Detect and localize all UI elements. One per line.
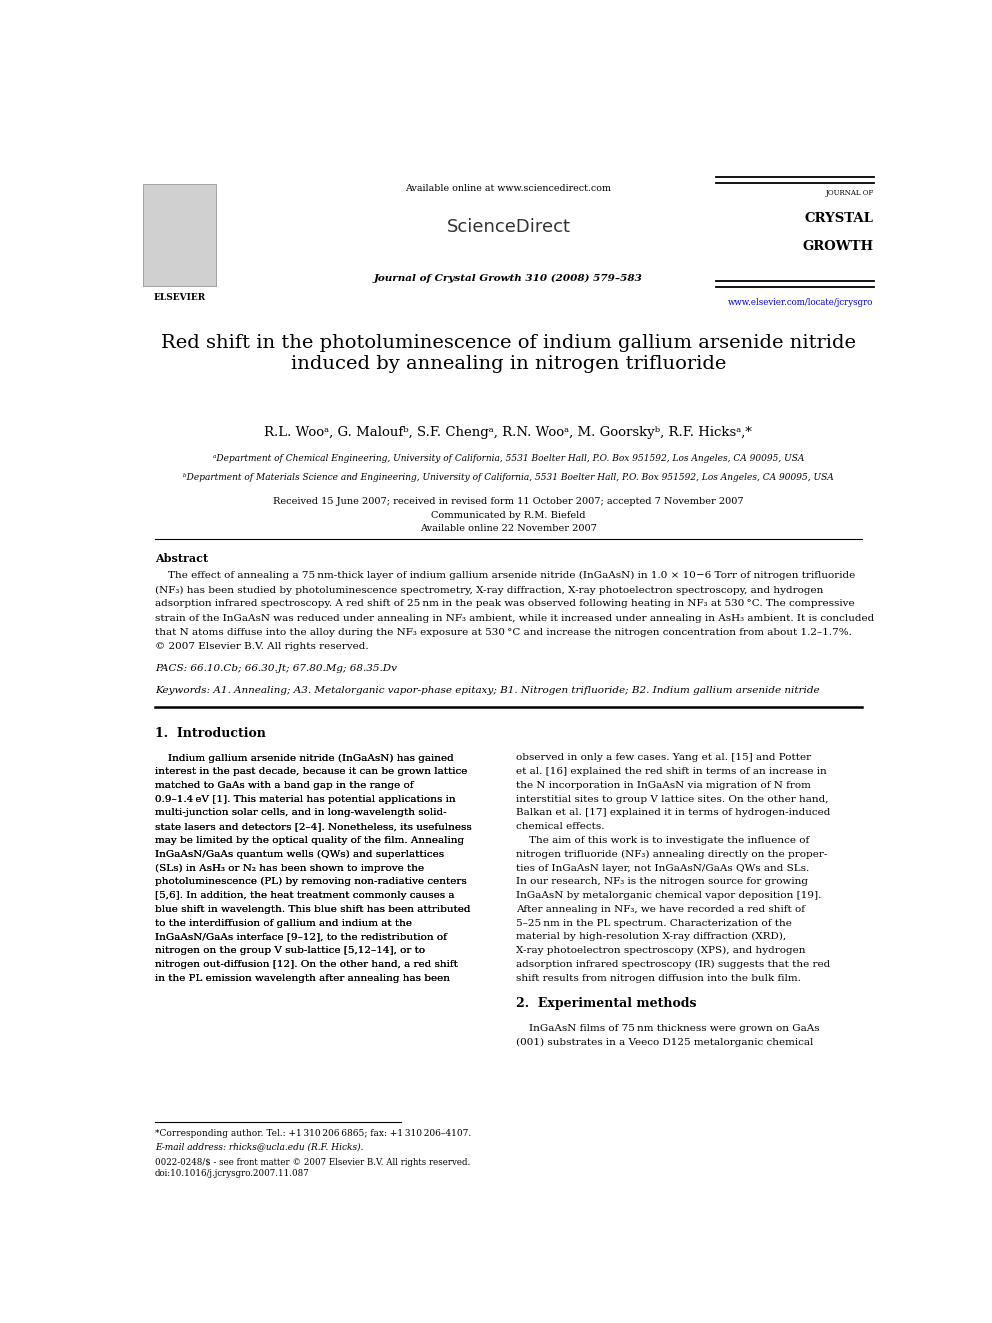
Text: multi-junction solar cells, and in long-wavelength solid-: multi-junction solar cells, and in long-… <box>155 808 446 818</box>
FancyBboxPatch shape <box>143 184 216 286</box>
Text: state lasers and detectors [2–4]. Nonetheless, its usefulness: state lasers and detectors [2–4]. Noneth… <box>155 823 471 831</box>
Text: After annealing in NF₃, we have recorded a red shift of: After annealing in NF₃, we have recorded… <box>516 905 806 914</box>
Text: Red shift in the photoluminescence of indium gallium arsenide nitride
induced by: Red shift in the photoluminescence of in… <box>161 333 856 373</box>
Text: 0.9–1.4 eV [1]. This material has potential applications in: 0.9–1.4 eV [1]. This material has potent… <box>155 795 455 804</box>
Text: ELSEVIER: ELSEVIER <box>154 294 205 302</box>
Text: [5,6]. In addition, the heat treatment commonly causes a: [5,6]. In addition, the heat treatment c… <box>155 890 454 900</box>
Text: the N incorporation in InGaAsN via migration of N from: the N incorporation in InGaAsN via migra… <box>516 781 811 790</box>
Text: InGaAsN by metalorganic chemical vapor deposition [19].: InGaAsN by metalorganic chemical vapor d… <box>516 890 821 900</box>
Text: The aim of this work is to investigate the influence of: The aim of this work is to investigate t… <box>516 836 809 845</box>
Text: © 2007 Elsevier B.V. All rights reserved.: © 2007 Elsevier B.V. All rights reserved… <box>155 642 368 651</box>
Text: (001) substrates in a Veeco D125 metalorganic chemical: (001) substrates in a Veeco D125 metalor… <box>516 1037 813 1046</box>
Text: E-mail address: rhicks@ucla.edu (R.F. Hicks).: E-mail address: rhicks@ucla.edu (R.F. Hi… <box>155 1142 363 1151</box>
Text: to the interdiffusion of gallium and indium at the: to the interdiffusion of gallium and ind… <box>155 918 412 927</box>
Text: doi:10.1016/j.jcrysgro.2007.11.087: doi:10.1016/j.jcrysgro.2007.11.087 <box>155 1170 310 1179</box>
Text: 0022-0248/$ - see front matter © 2007 Elsevier B.V. All rights reserved.: 0022-0248/$ - see front matter © 2007 El… <box>155 1158 470 1167</box>
Text: 5–25 nm in the PL spectrum. Characterization of the: 5–25 nm in the PL spectrum. Characteriza… <box>516 918 792 927</box>
Text: ᵇDepartment of Materials Science and Engineering, University of California, 5531: ᵇDepartment of Materials Science and Eng… <box>184 472 833 482</box>
Text: adsorption infrared spectroscopy. A red shift of 25 nm in the peak was observed : adsorption infrared spectroscopy. A red … <box>155 599 854 609</box>
Text: et al. [16] explained the red shift in terms of an increase in: et al. [16] explained the red shift in t… <box>516 767 827 777</box>
Text: photoluminescence (PL) by removing non-radiative centers: photoluminescence (PL) by removing non-r… <box>155 877 466 886</box>
Text: chemical effects.: chemical effects. <box>516 823 604 831</box>
Text: ties of InGaAsN layer, not InGaAsN/GaAs QWs and SLs.: ties of InGaAsN layer, not InGaAsN/GaAs … <box>516 864 809 872</box>
Text: R.L. Wooᵃ, G. Maloufᵇ, S.F. Chengᵃ, R.N. Wooᵃ, M. Goorskyᵇ, R.F. Hicksᵃ,*: R.L. Wooᵃ, G. Maloufᵇ, S.F. Chengᵃ, R.N.… <box>265 426 752 439</box>
Text: ScienceDirect: ScienceDirect <box>446 218 570 235</box>
Text: may be limited by the optical quality of the film. Annealing: may be limited by the optical quality of… <box>155 836 464 845</box>
Text: 1.  Introduction: 1. Introduction <box>155 728 266 740</box>
Text: *Corresponding author. Tel.: +1 310 206 6865; fax: +1 310 206–4107.: *Corresponding author. Tel.: +1 310 206 … <box>155 1129 471 1138</box>
Text: Abstract: Abstract <box>155 553 208 564</box>
Text: in the PL emission wavelength after annealing has been: in the PL emission wavelength after anne… <box>155 974 449 983</box>
Text: PACS: 66.10.Cb; 66.30.Jt; 67.80.Mg; 68.35.Dv: PACS: 66.10.Cb; 66.30.Jt; 67.80.Mg; 68.3… <box>155 664 397 673</box>
Text: InGaAsN/GaAs interface [9–12], to the redistribution of: InGaAsN/GaAs interface [9–12], to the re… <box>155 933 446 941</box>
Text: state lasers and detectors [2–4]. Nonetheless, its usefulness: state lasers and detectors [2–4]. Noneth… <box>155 823 471 831</box>
Text: multi-junction solar cells, and in long-wavelength solid-: multi-junction solar cells, and in long-… <box>155 808 446 818</box>
Text: nitrogen trifluoride (NF₃) annealing directly on the proper-: nitrogen trifluoride (NF₃) annealing dir… <box>516 849 827 859</box>
Text: InGaAsN/GaAs interface [9–12], to the redistribution of: InGaAsN/GaAs interface [9–12], to the re… <box>155 933 446 941</box>
Text: observed in only a few cases. Yang et al. [15] and Potter: observed in only a few cases. Yang et al… <box>516 754 811 762</box>
Text: InGaAsN/GaAs quantum wells (QWs) and superlattices: InGaAsN/GaAs quantum wells (QWs) and sup… <box>155 849 443 859</box>
Text: 0.9–1.4 eV [1]. This material has potential applications in: 0.9–1.4 eV [1]. This material has potent… <box>155 795 455 804</box>
Text: matched to GaAs with a band gap in the range of: matched to GaAs with a band gap in the r… <box>155 781 414 790</box>
Text: (SLs) in AsH₃ or N₂ has been shown to improve the: (SLs) in AsH₃ or N₂ has been shown to im… <box>155 864 424 873</box>
Text: InGaAsN/GaAs quantum wells (QWs) and superlattices: InGaAsN/GaAs quantum wells (QWs) and sup… <box>155 849 443 859</box>
Text: InGaAsN films of 75 nm thickness were grown on GaAs: InGaAsN films of 75 nm thickness were gr… <box>516 1024 819 1033</box>
Text: Journal of Crystal Growth 310 (2008) 579–583: Journal of Crystal Growth 310 (2008) 579… <box>374 274 643 283</box>
Text: may be limited by the optical quality of the film. Annealing: may be limited by the optical quality of… <box>155 836 464 845</box>
Text: ᵃDepartment of Chemical Engineering, University of California, 5531 Boelter Hall: ᵃDepartment of Chemical Engineering, Uni… <box>212 454 805 463</box>
Text: nitrogen out-diffusion [12]. On the other hand, a red shift: nitrogen out-diffusion [12]. On the othe… <box>155 959 457 968</box>
Text: material by high-resolution X-ray diffraction (XRD),: material by high-resolution X-ray diffra… <box>516 933 787 942</box>
Text: photoluminescence (PL) by removing non-radiative centers: photoluminescence (PL) by removing non-r… <box>155 877 466 886</box>
Text: blue shift in wavelength. This blue shift has been attributed: blue shift in wavelength. This blue shif… <box>155 905 470 914</box>
Text: in the PL emission wavelength after annealing has been: in the PL emission wavelength after anne… <box>155 974 449 983</box>
Text: CRYSTAL: CRYSTAL <box>805 212 874 225</box>
Text: 2.  Experimental methods: 2. Experimental methods <box>516 998 696 1011</box>
Text: (SLs) in AsH₃ or N₂ has been shown to improve the: (SLs) in AsH₃ or N₂ has been shown to im… <box>155 864 424 873</box>
Text: shift results from nitrogen diffusion into the bulk film.: shift results from nitrogen diffusion in… <box>516 974 801 983</box>
Text: interest in the past decade, because it can be grown lattice: interest in the past decade, because it … <box>155 767 467 777</box>
Text: X-ray photoelectron spectroscopy (XPS), and hydrogen: X-ray photoelectron spectroscopy (XPS), … <box>516 946 806 955</box>
Text: Available online at www.sciencedirect.com: Available online at www.sciencedirect.co… <box>406 184 611 193</box>
Text: Indium gallium arsenide nitride (InGaAsN) has gained: Indium gallium arsenide nitride (InGaAsN… <box>155 754 453 762</box>
Text: that N atoms diffuse into the alloy during the NF₃ exposure at 530 °C and increa: that N atoms diffuse into the alloy duri… <box>155 627 851 636</box>
Text: matched to GaAs with a band gap in the range of: matched to GaAs with a band gap in the r… <box>155 781 414 790</box>
Text: interstitial sites to group V lattice sites. On the other hand,: interstitial sites to group V lattice si… <box>516 795 828 804</box>
Text: nitrogen out-diffusion [12]. On the other hand, a red shift: nitrogen out-diffusion [12]. On the othe… <box>155 959 457 968</box>
Text: strain of the InGaAsN was reduced under annealing in NF₃ ambient, while it incre: strain of the InGaAsN was reduced under … <box>155 614 874 623</box>
Text: Communicated by R.M. Biefeld: Communicated by R.M. Biefeld <box>432 511 585 520</box>
Text: GROWTH: GROWTH <box>803 241 874 253</box>
Text: to the interdiffusion of gallium and indium at the: to the interdiffusion of gallium and ind… <box>155 918 412 927</box>
Text: nitrogen on the group V sub-lattice [5,12–14], or to: nitrogen on the group V sub-lattice [5,1… <box>155 946 425 955</box>
Text: JOURNAL OF: JOURNAL OF <box>825 189 874 197</box>
Text: In our research, NF₃ is the nitrogen source for growing: In our research, NF₃ is the nitrogen sou… <box>516 877 808 886</box>
Text: Indium gallium arsenide nitride (InGaAsN) has gained: Indium gallium arsenide nitride (InGaAsN… <box>155 754 453 762</box>
Text: interest in the past decade, because it can be grown lattice: interest in the past decade, because it … <box>155 767 467 777</box>
Text: Available online 22 November 2007: Available online 22 November 2007 <box>420 524 597 533</box>
Text: adsorption infrared spectroscopy (IR) suggests that the red: adsorption infrared spectroscopy (IR) su… <box>516 959 830 968</box>
Text: Keywords: A1. Annealing; A3. Metalorganic vapor-phase epitaxy; B1. Nitrogen trif: Keywords: A1. Annealing; A3. Metalorgani… <box>155 687 819 696</box>
Text: Balkan et al. [17] explained it in terms of hydrogen-induced: Balkan et al. [17] explained it in terms… <box>516 808 830 818</box>
Text: (NF₃) has been studied by photoluminescence spectrometry, X-ray diffraction, X-r: (NF₃) has been studied by photoluminesce… <box>155 585 823 594</box>
Text: The effect of annealing a 75 nm-thick layer of indium gallium arsenide nitride (: The effect of annealing a 75 nm-thick la… <box>155 572 855 581</box>
Text: nitrogen on the group V sub-lattice [5,12–14], or to: nitrogen on the group V sub-lattice [5,1… <box>155 946 425 955</box>
Text: Received 15 June 2007; received in revised form 11 October 2007; accepted 7 Nove: Received 15 June 2007; received in revis… <box>273 497 744 505</box>
Text: www.elsevier.com/locate/jcrysgro: www.elsevier.com/locate/jcrysgro <box>728 298 874 307</box>
Text: blue shift in wavelength. This blue shift has been attributed: blue shift in wavelength. This blue shif… <box>155 905 470 914</box>
Text: [5,6]. In addition, the heat treatment commonly causes a: [5,6]. In addition, the heat treatment c… <box>155 890 454 900</box>
